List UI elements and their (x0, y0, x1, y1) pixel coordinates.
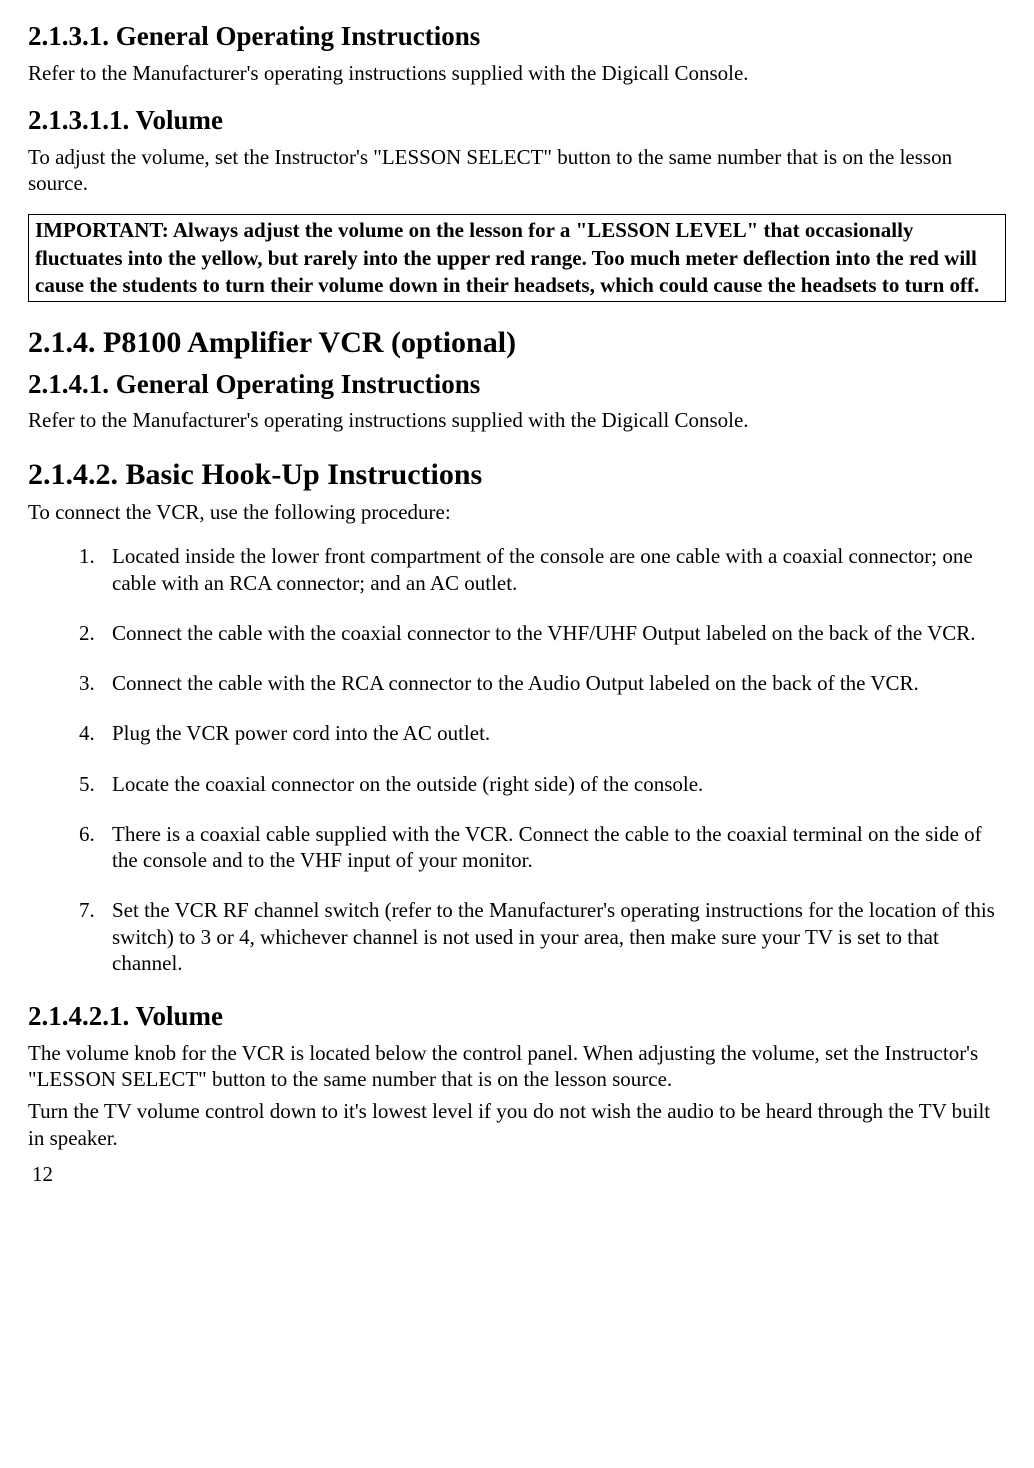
list-item: Connect the cable with the coaxial conne… (100, 620, 1006, 646)
heading-2142: 2.1.4.2. Basic Hook-Up Instructions (28, 456, 1006, 494)
body-2131: Refer to the Manufacturer's operating in… (28, 60, 1006, 86)
list-item: Plug the VCR power cord into the AC outl… (100, 720, 1006, 746)
heading-21311: 2.1.3.1.1. Volume (28, 104, 1006, 138)
list-item: Locate the coaxial connector on the outs… (100, 771, 1006, 797)
body-2141: Refer to the Manufacturer's operating in… (28, 407, 1006, 433)
heading-214: 2.1.4. P8100 Amplifier VCR (optional) (28, 324, 1006, 362)
list-item: Set the VCR RF channel switch (refer to … (100, 897, 1006, 976)
page-number: 12 (32, 1161, 1006, 1187)
heading-21421: 2.1.4.2.1. Volume (28, 1000, 1006, 1034)
list-item: Located inside the lower front compartme… (100, 543, 1006, 596)
body-21421-p1: The volume knob for the VCR is located b… (28, 1040, 1006, 1093)
procedure-list: Located inside the lower front compartme… (28, 543, 1006, 976)
body-21421-p2: Turn the TV volume control down to it's … (28, 1098, 1006, 1151)
important-box: IMPORTANT: Always adjust the volume on t… (28, 214, 1006, 302)
body-21311: To adjust the volume, set the Instructor… (28, 144, 1006, 197)
list-item: Connect the cable with the RCA connector… (100, 670, 1006, 696)
list-item: There is a coaxial cable supplied with t… (100, 821, 1006, 874)
heading-2131: 2.1.3.1. General Operating Instructions (28, 20, 1006, 54)
heading-2141: 2.1.4.1. General Operating Instructions (28, 368, 1006, 402)
intro-2142: To connect the VCR, use the following pr… (28, 499, 1006, 525)
